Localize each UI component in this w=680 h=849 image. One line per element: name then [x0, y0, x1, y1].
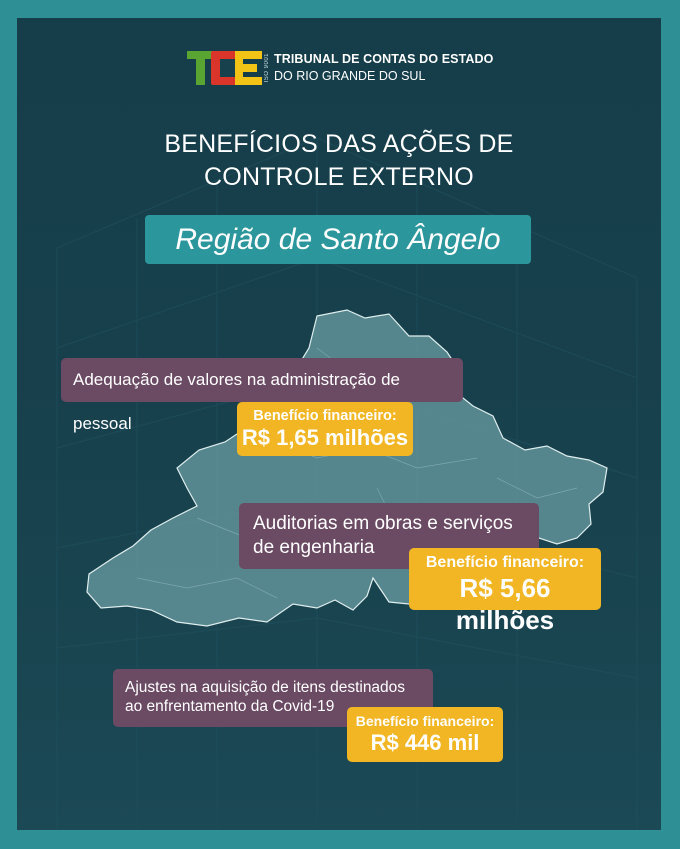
- tce-logo-mark-icon: [187, 51, 262, 85]
- organization-name-line2: DO RIO GRANDE DO SUL: [274, 69, 426, 83]
- infographic-panel: ISO 9001 TRIBUNAL DE CONTAS DO ESTADO DO…: [17, 18, 661, 830]
- benefit-label: Benefício financeiro:: [253, 408, 397, 424]
- organization-name-line1: TRIBUNAL DE CONTAS DO ESTADO: [274, 52, 494, 66]
- benefit-value: R$ 5,66 milhões: [455, 573, 555, 635]
- page-title: BENEFÍCIOS DAS AÇÕES DE CONTROLE EXTERNO: [17, 128, 661, 194]
- benefit-card-engineering-description-line2: de engenharia: [253, 537, 375, 558]
- region-name-badge: Região de Santo Ângelo: [145, 215, 531, 264]
- page-title-line2: CONTROLE EXTERNO: [204, 163, 474, 191]
- benefit-card-covid-description-line1: Ajustes na aquisição de itens destinados: [125, 679, 406, 696]
- benefit-card-personnel: Adequação de valores na administração de…: [61, 358, 463, 433]
- benefit-value: R$ 446 mil: [370, 730, 480, 755]
- benefit-value-badge-engineering: Benefício financeiro: R$ 5,66 milhões: [409, 548, 601, 635]
- benefit-label: Benefício financeiro:: [425, 554, 585, 571]
- tce-logo: ISO 9001 TRIBUNAL DE CONTAS DO ESTADO DO…: [187, 46, 493, 90]
- page-title-line1: BENEFÍCIOS DAS AÇÕES DE: [164, 130, 514, 158]
- benefit-card-engineering-description-line1: Auditorias em obras e serviços: [253, 513, 513, 534]
- benefit-card-personnel-description: Adequação de valores na administração de…: [73, 370, 400, 433]
- benefit-value-badge-personnel: Benefício financeiro: R$ 1,65 milhões: [237, 402, 413, 456]
- benefit-card-covid-description-line2: ao enfrentamento da Covid-19: [125, 698, 335, 715]
- benefit-value: R$ 1,65 milhões: [241, 425, 409, 450]
- organization-name: TRIBUNAL DE CONTAS DO ESTADO DO RIO GRAN…: [274, 51, 493, 85]
- benefit-value-badge-covid: Benefício financeiro: R$ 446 mil: [347, 707, 503, 762]
- benefit-label: Benefício financeiro:: [355, 713, 495, 729]
